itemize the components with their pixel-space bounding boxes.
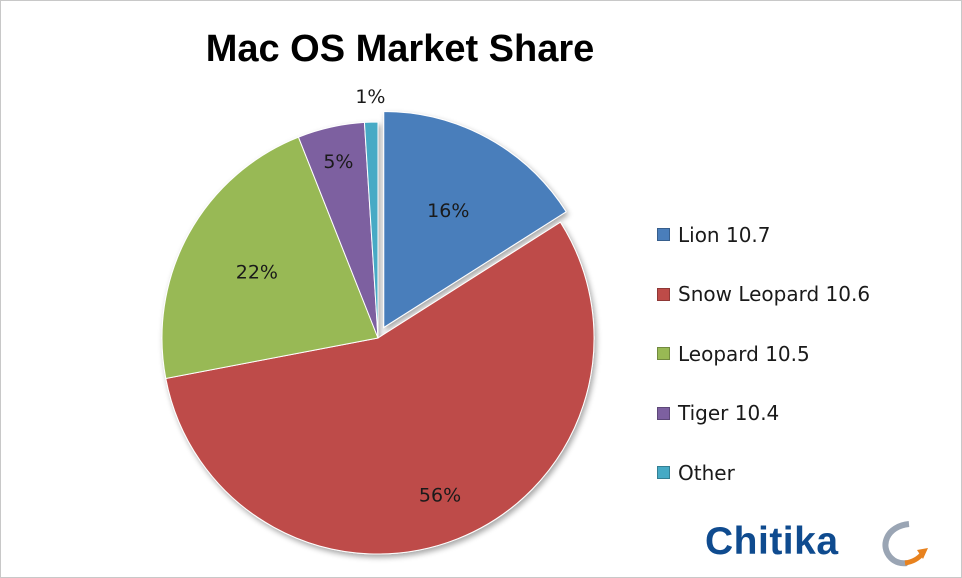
logo-text: Chitika <box>705 520 839 563</box>
data-label-lion-10-7: 16% <box>427 200 469 222</box>
legend-swatch <box>657 287 670 301</box>
data-label-tiger-10-4: 5% <box>323 151 353 173</box>
legend-label: Snow Leopard 10.6 <box>678 282 871 307</box>
swoosh-icon <box>882 521 928 567</box>
legend: Lion 10.7 Snow Leopard 10.6 Leopard 10.5 Ti… <box>657 205 870 503</box>
legend-item: Lion 10.7 <box>657 205 870 265</box>
pie-slice-lion-10-7 <box>383 110 567 329</box>
legend-item: Tiger 10.4 <box>657 384 870 444</box>
pie-slice-leopard-10-5 <box>161 136 379 380</box>
legend-label: Lion 10.7 <box>678 222 771 247</box>
legend-swatch <box>657 406 670 420</box>
legend-label: Tiger 10.4 <box>678 401 780 426</box>
legend-item: Snow Leopard 10.6 <box>657 265 870 325</box>
pie-slice-snow-leopard-10-6 <box>165 221 595 555</box>
pie-slice-other <box>363 121 379 339</box>
legend-swatch <box>657 228 670 242</box>
data-label-snow-leopard-10-6: 56% <box>419 485 461 507</box>
legend-swatch <box>657 466 670 480</box>
chart-title: Mac OS Market Share <box>205 28 595 70</box>
legend-label: Other <box>678 460 735 485</box>
data-label-other: 1% <box>355 86 385 108</box>
legend-label: Leopard 10.5 <box>678 341 810 366</box>
legend-swatch <box>657 347 670 361</box>
legend-item: Leopard 10.5 <box>657 324 870 384</box>
chitika-logo: Chitika <box>705 518 945 573</box>
data-label-leopard-10-5: 22% <box>236 261 278 283</box>
legend-item: Other <box>657 443 870 503</box>
